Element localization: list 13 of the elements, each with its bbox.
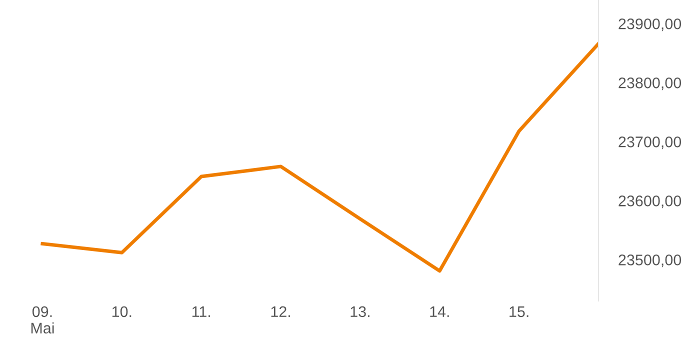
y-tick-label: 23800,00 xyxy=(618,77,682,90)
x-tick-label: 09. Mai xyxy=(31,306,54,334)
x-tick-label: 13. xyxy=(350,306,370,318)
x-tick-label: 10. xyxy=(112,306,132,318)
x-tick-label: 12. xyxy=(271,306,290,317)
y-tick-label: 23900,00 xyxy=(618,18,682,32)
y-tick-label: 23600,00 xyxy=(618,196,682,208)
line-series xyxy=(40,42,598,273)
x-tick-label: 14. xyxy=(430,306,449,317)
y-tick-label: 23700,00 xyxy=(618,136,682,150)
y-tick-label: 23500,00 xyxy=(618,254,682,268)
x-tick-label: 11. xyxy=(192,306,210,317)
x-tick-label: 15. xyxy=(510,306,528,318)
